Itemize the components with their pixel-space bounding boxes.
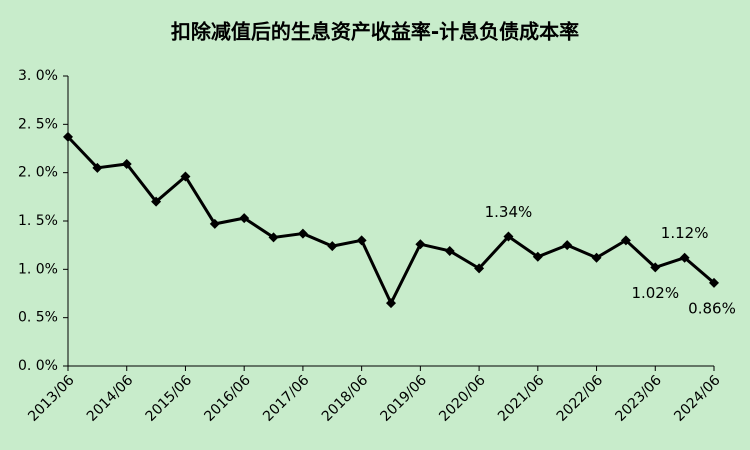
x-tick-label: 2013/06 (25, 372, 78, 425)
marker (679, 252, 690, 263)
marker (92, 162, 103, 173)
marker (709, 277, 719, 288)
marker (650, 262, 661, 273)
marker (297, 228, 308, 239)
marker (121, 158, 132, 169)
marker (562, 240, 573, 251)
x-tick-label: 2020/06 (436, 372, 489, 425)
x-tick-label: 2018/06 (319, 372, 372, 425)
x-tick-label: 2017/06 (260, 372, 313, 425)
series-line (66, 135, 715, 307)
x-tick-label: 2015/06 (143, 372, 196, 425)
y-tick-label: 2. 5% (18, 116, 58, 132)
x-tick-label: 2014/06 (84, 372, 137, 425)
y-tick-label: 1. 0% (18, 261, 58, 277)
marker (591, 252, 602, 263)
value-label: 0.86% (688, 299, 736, 317)
y-tick-label: 1. 5% (18, 213, 58, 229)
y-tick-label: 3. 0% (18, 68, 58, 84)
marker (268, 232, 279, 243)
marker (386, 298, 396, 309)
y-tick-label: 0. 0% (18, 358, 58, 374)
x-tick-label: 2022/06 (554, 372, 607, 425)
marker (356, 235, 367, 246)
y-tick-label: 0. 5% (18, 310, 58, 326)
marker (444, 245, 455, 256)
value-label: 1.02% (631, 284, 679, 302)
x-tick-label: 2023/06 (612, 372, 665, 425)
marker (503, 231, 514, 242)
marker (620, 235, 631, 246)
y-tick-label: 2. 0% (18, 165, 58, 181)
marker (63, 131, 73, 142)
x-tick-label: 2024/06 (671, 372, 724, 425)
marker (209, 218, 220, 229)
marker (474, 263, 485, 274)
value-label: 1.12% (661, 224, 709, 242)
x-tick-label: 2016/06 (201, 372, 254, 425)
marker (327, 241, 338, 252)
value-label: 1.34% (485, 203, 533, 221)
marker (415, 239, 426, 250)
x-tick-label: 2021/06 (495, 372, 548, 425)
marker (239, 213, 250, 224)
marker (180, 171, 191, 182)
x-tick-label: 2019/06 (378, 372, 431, 425)
marker (532, 251, 543, 262)
marker (151, 196, 162, 207)
chart-title: 扣除减值后的生息资产收益率-计息负债成本率 (171, 20, 579, 44)
